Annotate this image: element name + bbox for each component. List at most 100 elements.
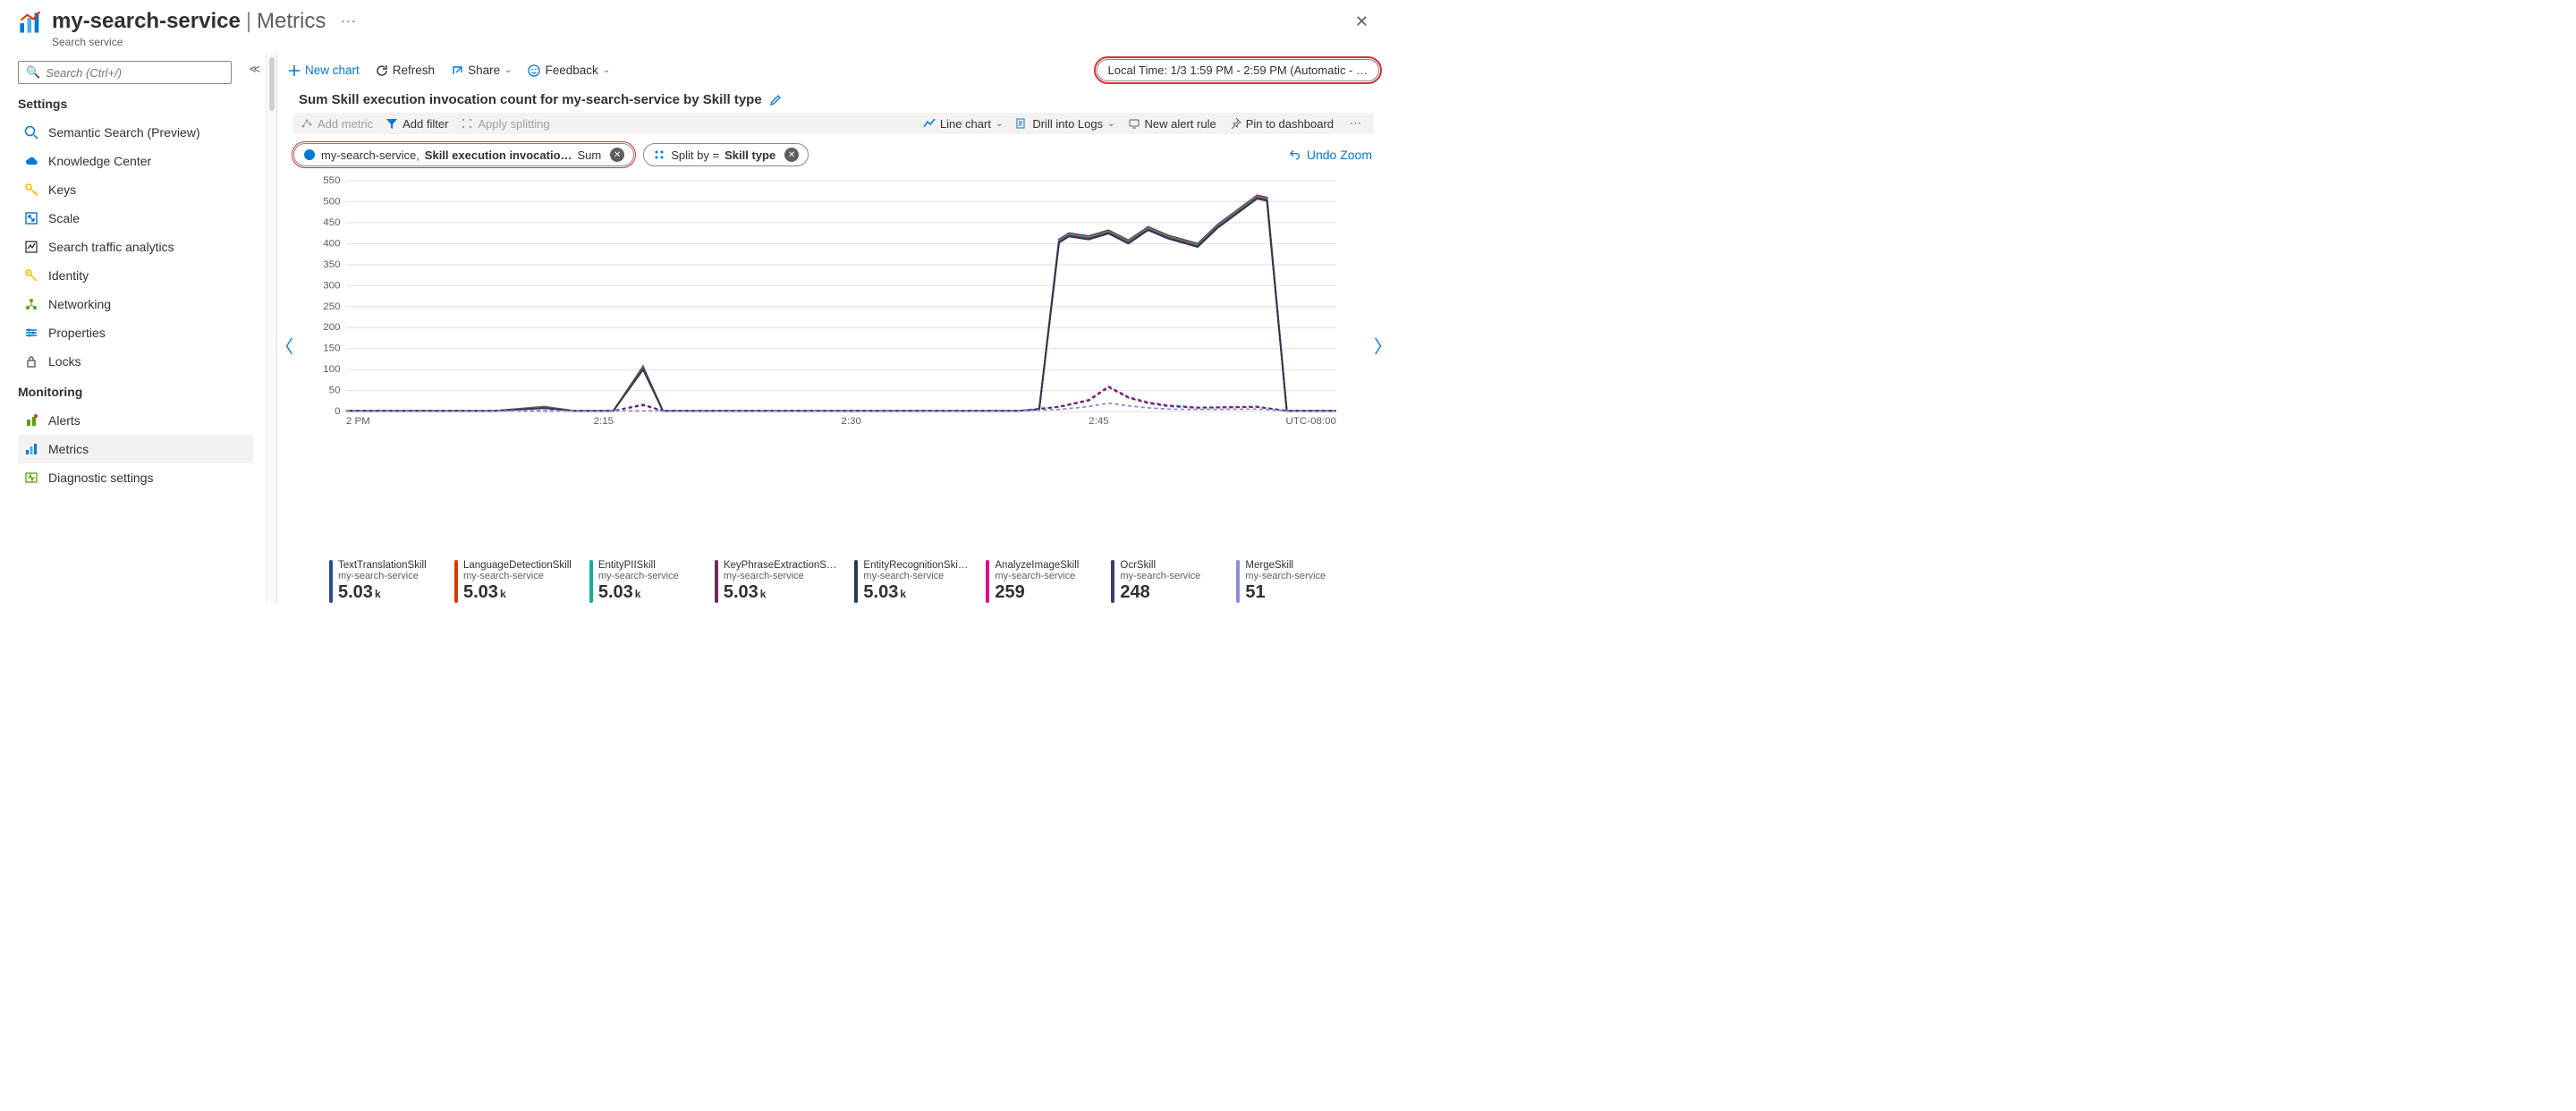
- resource-icon: [303, 148, 316, 161]
- identity-icon: [23, 267, 39, 284]
- remove-metric-icon[interactable]: ✕: [610, 148, 624, 162]
- share-icon: [451, 64, 463, 77]
- sidebar-item-alerts[interactable]: Alerts: [18, 406, 253, 435]
- svg-text:2:15: 2:15: [594, 416, 614, 427]
- legend-item[interactable]: KeyPhraseExtractionS… my-search-service …: [715, 560, 837, 603]
- add-metric-button[interactable]: Add metric: [301, 117, 373, 131]
- feedback-label: Feedback: [545, 64, 597, 77]
- sidebar-item-label: Identity: [48, 268, 89, 283]
- sidebar-item-label: Properties: [48, 326, 106, 340]
- line-chart-svg: 0501001502002503003504004505005502 PM2:1…: [293, 172, 1374, 431]
- sidebar-item-properties[interactable]: Properties: [18, 318, 253, 347]
- split-pill[interactable]: Split by = Skill type ✕: [643, 143, 809, 166]
- page-header: my-search-service | Metrics ⋯ Search ser…: [0, 0, 1390, 54]
- svg-text:100: 100: [323, 364, 340, 375]
- svg-text:300: 300: [323, 281, 340, 292]
- new-chart-label: New chart: [305, 64, 360, 77]
- chart-type-label: Line chart: [940, 117, 991, 131]
- apply-splitting-label: Apply splitting: [478, 117, 549, 131]
- scale-icon: [23, 210, 39, 226]
- svg-text:0: 0: [335, 406, 340, 417]
- refresh-button[interactable]: Refresh: [376, 64, 435, 77]
- sidebar-item-label: Alerts: [48, 413, 80, 428]
- legend-item[interactable]: EntityPIISkill my-search-service 5.03k: [589, 560, 697, 603]
- share-button[interactable]: Share ⌄: [451, 64, 512, 77]
- key-icon: [23, 182, 39, 198]
- prev-chart-arrow[interactable]: 〈: [277, 332, 293, 358]
- metric-pill[interactable]: my-search-service, Skill execution invoc…: [293, 143, 634, 166]
- new-chart-button[interactable]: New chart: [288, 64, 360, 77]
- line-chart-icon: [923, 117, 936, 130]
- svg-text:200: 200: [323, 322, 340, 333]
- new-alert-button[interactable]: New alert rule: [1128, 117, 1216, 131]
- chevron-down-icon: ⌄: [603, 65, 610, 75]
- metric-pill-agg: Sum: [578, 148, 602, 162]
- undo-zoom-button[interactable]: Undo Zoom: [1290, 148, 1372, 162]
- sidebar-item-metrics[interactable]: Metrics: [18, 435, 253, 463]
- sidebar-item-label: Networking: [48, 297, 111, 311]
- main-content: New chart Refresh Share ⌄ Feedback ⌄ Loc…: [277, 54, 1390, 603]
- remove-split-icon[interactable]: ✕: [784, 148, 799, 162]
- smiley-icon: [528, 64, 540, 77]
- legend-item[interactable]: LanguageDetectionSkill my-search-service…: [454, 560, 572, 603]
- legend-item[interactable]: EntityRecognitionSki… my-search-service …: [854, 560, 968, 603]
- chart-type-button[interactable]: Line chart ⌄: [923, 117, 1003, 131]
- sidebar-item-search-traffic-analytics[interactable]: Search traffic analytics: [18, 233, 253, 261]
- analytics-icon: [23, 239, 39, 255]
- time-range-pill[interactable]: Local Time: 1/3 1:59 PM - 2:59 PM (Autom…: [1097, 59, 1379, 81]
- plus-icon: [288, 64, 301, 77]
- sidebar-item-semantic-search-preview-[interactable]: Semantic Search (Preview): [18, 118, 253, 147]
- close-button[interactable]: ✕: [1352, 9, 1372, 35]
- legend-series-sub: my-search-service: [1120, 571, 1200, 581]
- pane-divider[interactable]: [267, 54, 277, 603]
- legend-item[interactable]: OcrSkill my-search-service 248: [1111, 560, 1218, 603]
- legend-series-sub: my-search-service: [995, 571, 1079, 581]
- split-icon: [461, 117, 473, 130]
- more-icon[interactable]: ⋯: [340, 13, 358, 31]
- sidebar-search-input[interactable]: [46, 66, 224, 80]
- sidebar-section-title: Settings: [18, 97, 253, 111]
- search-icon: [23, 124, 39, 140]
- next-chart-arrow[interactable]: 〉: [1374, 332, 1390, 358]
- edit-title-icon[interactable]: [769, 94, 782, 106]
- chart-panel: 〈 〉 Sum Skill execution invocation count…: [277, 87, 1390, 603]
- add-filter-button[interactable]: Add filter: [386, 117, 448, 131]
- sidebar-item-networking[interactable]: Networking: [18, 290, 253, 318]
- lock-icon: [23, 353, 39, 369]
- svg-text:150: 150: [323, 343, 340, 354]
- chevron-down-icon: ⌄: [996, 119, 1003, 129]
- sidebar-search[interactable]: 🔍: [18, 61, 232, 84]
- metrics-header-icon: [18, 11, 43, 36]
- chart-plot-area: 0501001502002503003504004505005502 PM2:1…: [293, 172, 1374, 556]
- undo-icon: [1290, 148, 1302, 161]
- chart-title: Sum Skill execution invocation count for…: [299, 92, 762, 107]
- legend-series-value: 248: [1120, 582, 1200, 603]
- sidebar-item-keys[interactable]: Keys: [18, 175, 253, 204]
- pin-button[interactable]: Pin to dashboard: [1229, 117, 1334, 131]
- legend-item[interactable]: TextTranslationSkill my-search-service 5…: [329, 560, 436, 603]
- legend-item[interactable]: AnalyzeImageSkill my-search-service 259: [986, 560, 1093, 603]
- diagnostic-icon: [23, 470, 39, 486]
- legend-row: TextTranslationSkill my-search-service 5…: [293, 556, 1374, 603]
- chevron-down-icon: ⌄: [1107, 119, 1114, 129]
- sidebar-item-diagnostic-settings[interactable]: Diagnostic settings: [18, 463, 253, 492]
- legend-series-name: OcrSkill: [1120, 560, 1200, 571]
- sidebar-item-locks[interactable]: Locks: [18, 347, 253, 376]
- pill-row: my-search-service, Skill execution invoc…: [293, 134, 1374, 172]
- sidebar-item-identity[interactable]: Identity: [18, 261, 253, 290]
- refresh-label: Refresh: [393, 64, 435, 77]
- legend-series-sub: my-search-service: [863, 571, 968, 581]
- logs-icon: [1015, 117, 1028, 130]
- chevron-down-icon: ⌄: [504, 65, 512, 75]
- legend-item[interactable]: MergeSkill my-search-service 51: [1236, 560, 1343, 603]
- cloud-icon: [23, 153, 39, 169]
- undo-zoom-label: Undo Zoom: [1307, 148, 1372, 162]
- feedback-button[interactable]: Feedback ⌄: [528, 64, 610, 77]
- sidebar-item-scale[interactable]: Scale: [18, 204, 253, 233]
- collapse-sidebar-icon[interactable]: ≪: [249, 63, 260, 75]
- apply-splitting-button[interactable]: Apply splitting: [461, 117, 549, 131]
- add-metric-label: Add metric: [318, 117, 373, 131]
- chart-more-button[interactable]: ⋯: [1346, 116, 1367, 131]
- sidebar-item-knowledge-center[interactable]: Knowledge Center: [18, 147, 253, 175]
- drill-logs-button[interactable]: Drill into Logs ⌄: [1015, 117, 1114, 131]
